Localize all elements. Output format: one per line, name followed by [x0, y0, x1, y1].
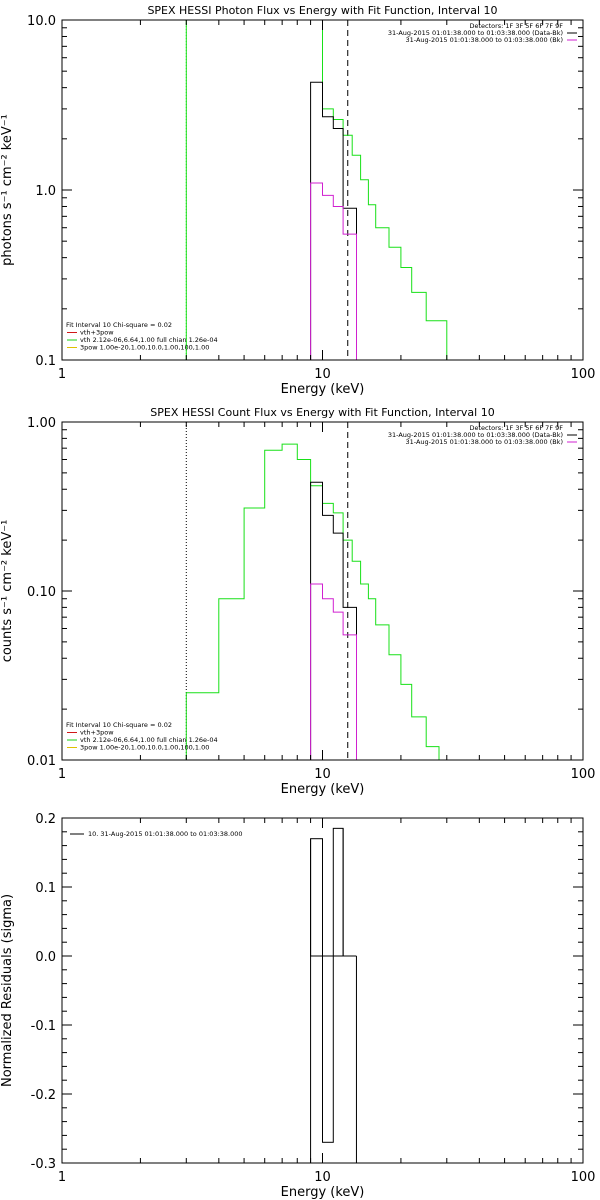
x-tick-label: 1 — [58, 767, 66, 782]
plot-frame — [61, 421, 584, 761]
series-data-line — [310, 481, 357, 760]
x-tick-label: 1 — [58, 1170, 66, 1185]
series-model-line — [185, 20, 448, 360]
y-tick-label: 0.01 — [27, 754, 56, 769]
y-tick-label: 0.1 — [35, 881, 56, 896]
x-axis-label: Energy (keV) — [281, 1185, 365, 1200]
legend-bottom-entry: 3pow 1.00e-20,1.00,10.0,1.00,100,1.00 — [80, 744, 209, 752]
y-tick-label: 0.1 — [35, 354, 56, 369]
legend-bottom-entry: Fit Interval 10 Chi-square = 0.02 — [66, 721, 172, 729]
y-tick-label: 0.10 — [27, 585, 56, 600]
plot-area — [185, 20, 448, 360]
legend-bottom-entry: vth 2.12e-06,6.64,1.00 full chian 1.26e-… — [80, 336, 218, 344]
legend-top-entry: 31-Aug-2015 01:01:38.000 to 01:03:38.000… — [388, 431, 563, 439]
series-bk-line — [310, 182, 357, 360]
x-tick-label: 100 — [571, 367, 596, 382]
x-axis-label: Energy (keV) — [281, 782, 365, 797]
y-tick-label: 1.00 — [27, 416, 56, 431]
legend-top-entry: 31-Aug-2015 01:01:38.000 to 01:03:38.000… — [388, 29, 563, 37]
y-tick-label: 0.0 — [35, 950, 56, 965]
legend-bottom-entry: 3pow 1.00e-20,1.00,10.0,1.00,100,1.00 — [80, 344, 209, 352]
chart-title: SPEX HESSI Photon Flux vs Energy with Fi… — [147, 4, 497, 17]
legend-top-entry: Detectors: 1F 3F 5F 6F 7F 9F — [469, 424, 563, 432]
y-axis-label: counts s⁻¹ cm⁻² keV⁻¹ — [0, 520, 15, 663]
legend-top-entry: Detectors: 1F 3F 5F 6F 7F 9F — [469, 22, 563, 30]
panel-1: SPEX HESSI Photon Flux vs Energy with Fi… — [0, 4, 596, 397]
plot-frame — [61, 817, 584, 1164]
legend-bottom-entry: Fit Interval 10 Chi-square = 0.02 — [66, 321, 172, 329]
panel-3: 1 10 100 Energy (keV) 0.2 0.1 0.0 -0.1 -0.2 -0.3 N… — [0, 812, 595, 1200]
y-tick-label: -0.2 — [31, 1088, 56, 1103]
x-tick-label: 10 — [314, 767, 331, 782]
plot-frame — [61, 19, 584, 361]
y-axis-label: Normalized Residuals (sigma) — [0, 894, 15, 1087]
y-tick-label: -0.3 — [31, 1157, 56, 1172]
y-tick-label: 1.0 — [35, 184, 56, 199]
legend-top-entry: 31-Aug-2015 01:01:38.000 to 01:03:38.000… — [406, 438, 563, 446]
legend-entry: 10. 31-Aug-2015 01:01:38.000 to 01:03:38… — [88, 830, 243, 838]
residual-bar — [322, 955, 334, 1143]
legend-top-entry: 31-Aug-2015 01:01:38.000 to 01:03:38.000… — [406, 36, 563, 44]
x-tick-label: 10 — [314, 367, 331, 382]
series-model-line — [185, 443, 440, 760]
x-tick-label: 10 — [314, 1170, 331, 1185]
panel-2: SPEX HESSI Count Flux vs Energy with Fit… — [0, 406, 595, 797]
y-tick-label: 10.0 — [27, 14, 56, 29]
legend-bottom-entry: vth+3pow — [80, 729, 114, 737]
legend-bottom-entry: vth 2.12e-06,6.64,1.00 full chian 1.26e-… — [80, 736, 218, 744]
series-bk-line — [310, 583, 357, 760]
y-axis-label: photons s⁻¹ cm⁻² keV⁻¹ — [0, 114, 15, 266]
legend-bottom-entry: vth+3pow — [80, 329, 114, 337]
plot-area — [185, 422, 440, 760]
plot-area — [310, 827, 357, 1163]
series-data-line — [310, 81, 357, 360]
y-tick-label: -0.1 — [31, 1019, 56, 1034]
y-tick-label: 0.2 — [35, 812, 56, 827]
x-axis-label: Energy (keV) — [281, 382, 365, 397]
x-tick-label: 100 — [571, 767, 596, 782]
x-tick-label: 1 — [58, 367, 66, 382]
x-tick-label: 100 — [571, 1170, 596, 1185]
chart-title: SPEX HESSI Count Flux vs Energy with Fit… — [150, 406, 494, 419]
